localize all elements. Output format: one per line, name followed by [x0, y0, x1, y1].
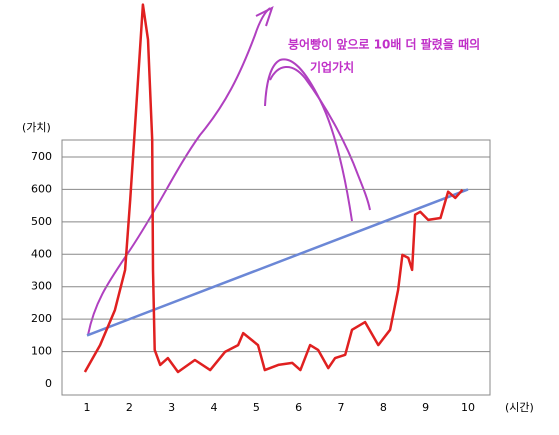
x-tick-label: 10: [461, 401, 475, 414]
annotation: 기업가치: [310, 60, 354, 75]
x-tick-label: 6: [295, 401, 302, 414]
x-tick-label: 7: [338, 401, 345, 414]
plot-frame: [61, 139, 491, 396]
x-axis-label: (시간): [505, 401, 534, 414]
series-line: [83, 3, 464, 374]
x-tick-label: 5: [253, 401, 260, 414]
y-tick-label: 300: [31, 280, 52, 293]
x-tick-label: 8: [380, 401, 387, 414]
x-tick-label: 4: [211, 401, 218, 414]
hand-curve: [269, 66, 371, 211]
x-tick-label: 2: [126, 401, 133, 414]
hand-curve: [264, 58, 353, 222]
y-tick-label: 500: [31, 215, 52, 228]
y-axis-label: (가치): [22, 121, 51, 134]
x-tick-label: 3: [168, 401, 175, 414]
hand-drawing: [87, 6, 371, 336]
y-tick-label: 700: [31, 150, 52, 163]
x-tick-label: 9: [422, 401, 429, 414]
series-line: [86, 188, 469, 337]
y-tick-label: 200: [31, 312, 52, 325]
y-tick-label: 100: [31, 345, 52, 358]
hand-mark: [255, 6, 274, 27]
y-tick-label: 600: [31, 182, 52, 195]
hand-curve: [87, 7, 271, 336]
y-tick-label: 400: [31, 247, 52, 260]
x-tick-label: 1: [84, 401, 91, 414]
annotation: 붕어빵이 앞으로 10배 더 팔렸을 때의: [288, 37, 480, 52]
y-tick-label: 0: [45, 377, 52, 390]
